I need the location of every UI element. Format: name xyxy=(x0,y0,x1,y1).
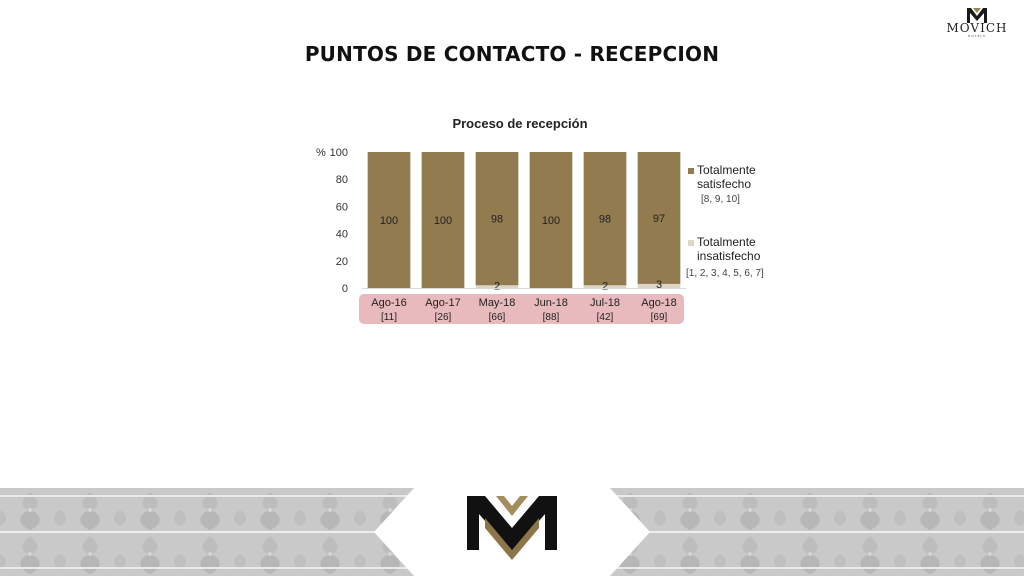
x-tick-count: [11] xyxy=(381,312,397,323)
legend-label-satisfecho-line1: Totalmente xyxy=(697,163,756,177)
data-label-satisfecho: 100 xyxy=(434,215,452,227)
x-tick-label: Ago-18 xyxy=(641,297,676,309)
x-tick-label: Jul-18 xyxy=(590,297,620,309)
y-tick-label: 100 xyxy=(330,147,348,159)
bar-insatisfecho xyxy=(583,285,627,288)
data-label-insatisfecho: 3 xyxy=(656,279,662,291)
bar-satisfecho xyxy=(583,152,627,286)
legend-note-satisfecho: [8, 9, 10] xyxy=(701,194,740,205)
movich-logo-icon xyxy=(967,8,987,23)
x-tick-count: [69] xyxy=(651,312,668,323)
data-label-satisfecho: 98 xyxy=(491,214,503,226)
bar-satisfecho xyxy=(421,152,465,288)
bar-satisfecho xyxy=(367,152,411,288)
legend-label-insatisfecho-line2: insatisfecho xyxy=(697,249,761,263)
bar-insatisfecho xyxy=(637,283,681,288)
data-label-satisfecho: 100 xyxy=(542,215,560,227)
x-tick-count: [26] xyxy=(435,312,452,323)
x-tick-count: [88] xyxy=(543,312,560,323)
x-tick-label: Jun-18 xyxy=(534,297,568,309)
x-tick-count: [42] xyxy=(597,312,614,323)
y-axis-label: % xyxy=(316,147,326,159)
legend-swatch-insatisfecho xyxy=(688,240,694,246)
bar-satisfecho xyxy=(529,152,573,288)
x-axis-band xyxy=(359,294,684,324)
y-tick-label: 60 xyxy=(336,201,348,213)
chart-title: Proceso de recepción xyxy=(452,116,587,131)
x-tick-label: Ago-17 xyxy=(425,297,460,309)
brand-subtitle: HOTELS xyxy=(968,34,986,38)
x-tick-count: [66] xyxy=(489,312,506,323)
bar-satisfecho xyxy=(475,152,519,286)
y-tick-label: 80 xyxy=(336,174,348,186)
legend-label-satisfecho-line2: satisfecho xyxy=(697,177,751,191)
data-label-satisfecho: 97 xyxy=(653,213,665,225)
x-tick-label: May-18 xyxy=(479,297,516,309)
movich-footer-logo-icon xyxy=(467,496,557,560)
brand-logo: MOVICH HOTELS xyxy=(940,6,1014,42)
data-label-insatisfecho: 2 xyxy=(494,280,500,292)
y-tick-label: 0 xyxy=(342,283,348,295)
footer-banner xyxy=(0,488,1024,576)
data-label-satisfecho: 100 xyxy=(380,215,398,227)
legend-label-insatisfecho-line1: Totalmente xyxy=(697,235,756,249)
x-tick-label: Ago-16 xyxy=(371,297,406,309)
legend-swatch-satisfecho xyxy=(688,168,694,174)
bar-insatisfecho xyxy=(475,285,519,288)
data-label-insatisfecho: 2 xyxy=(602,280,608,292)
y-tick-label: 20 xyxy=(336,256,348,268)
data-label-satisfecho: 98 xyxy=(599,214,611,226)
bar-satisfecho xyxy=(637,152,681,284)
brand-name: MOVICH xyxy=(946,21,1008,35)
legend-note-insatisfecho: [1, 2, 3, 4, 5, 6, 7] xyxy=(686,268,764,279)
page-title: PUNTOS DE CONTACTO - RECEPCION xyxy=(304,42,720,66)
y-tick-label: 40 xyxy=(336,229,348,241)
